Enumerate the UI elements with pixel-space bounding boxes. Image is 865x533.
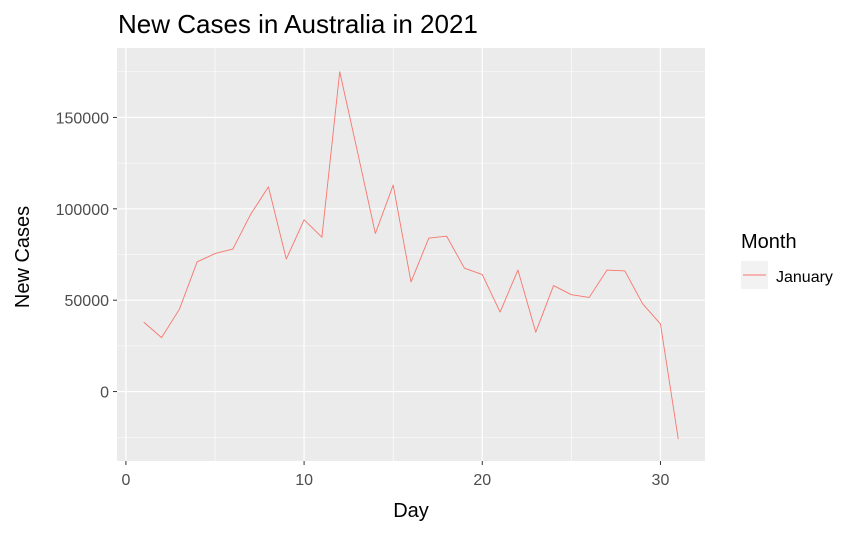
x-axis: 0 10 20 30: [121, 461, 669, 489]
legend-label-january: January: [776, 269, 833, 286]
x-tick-label: 20: [473, 472, 491, 489]
legend: Month January: [741, 231, 833, 289]
y-tick-label: 0: [100, 385, 109, 402]
y-axis: 0 50000 100000 150000: [56, 110, 117, 402]
x-tick-label: 0: [121, 472, 130, 489]
grid-major: [117, 48, 705, 461]
legend-title: Month: [741, 231, 797, 253]
y-tick-label: 100000: [56, 202, 109, 219]
x-tick-label: 30: [652, 472, 670, 489]
x-axis-title: Day: [393, 500, 429, 522]
grid-minor: [117, 48, 705, 461]
x-tick-label: 10: [295, 472, 313, 489]
series-layer: [143, 71, 679, 440]
y-tick-label: 50000: [65, 293, 110, 310]
series-line-january: [143, 71, 679, 440]
chart-title: New Cases in Australia in 2021: [118, 9, 478, 39]
y-tick-label: 150000: [56, 110, 109, 127]
y-axis-title: New Cases: [12, 206, 34, 308]
